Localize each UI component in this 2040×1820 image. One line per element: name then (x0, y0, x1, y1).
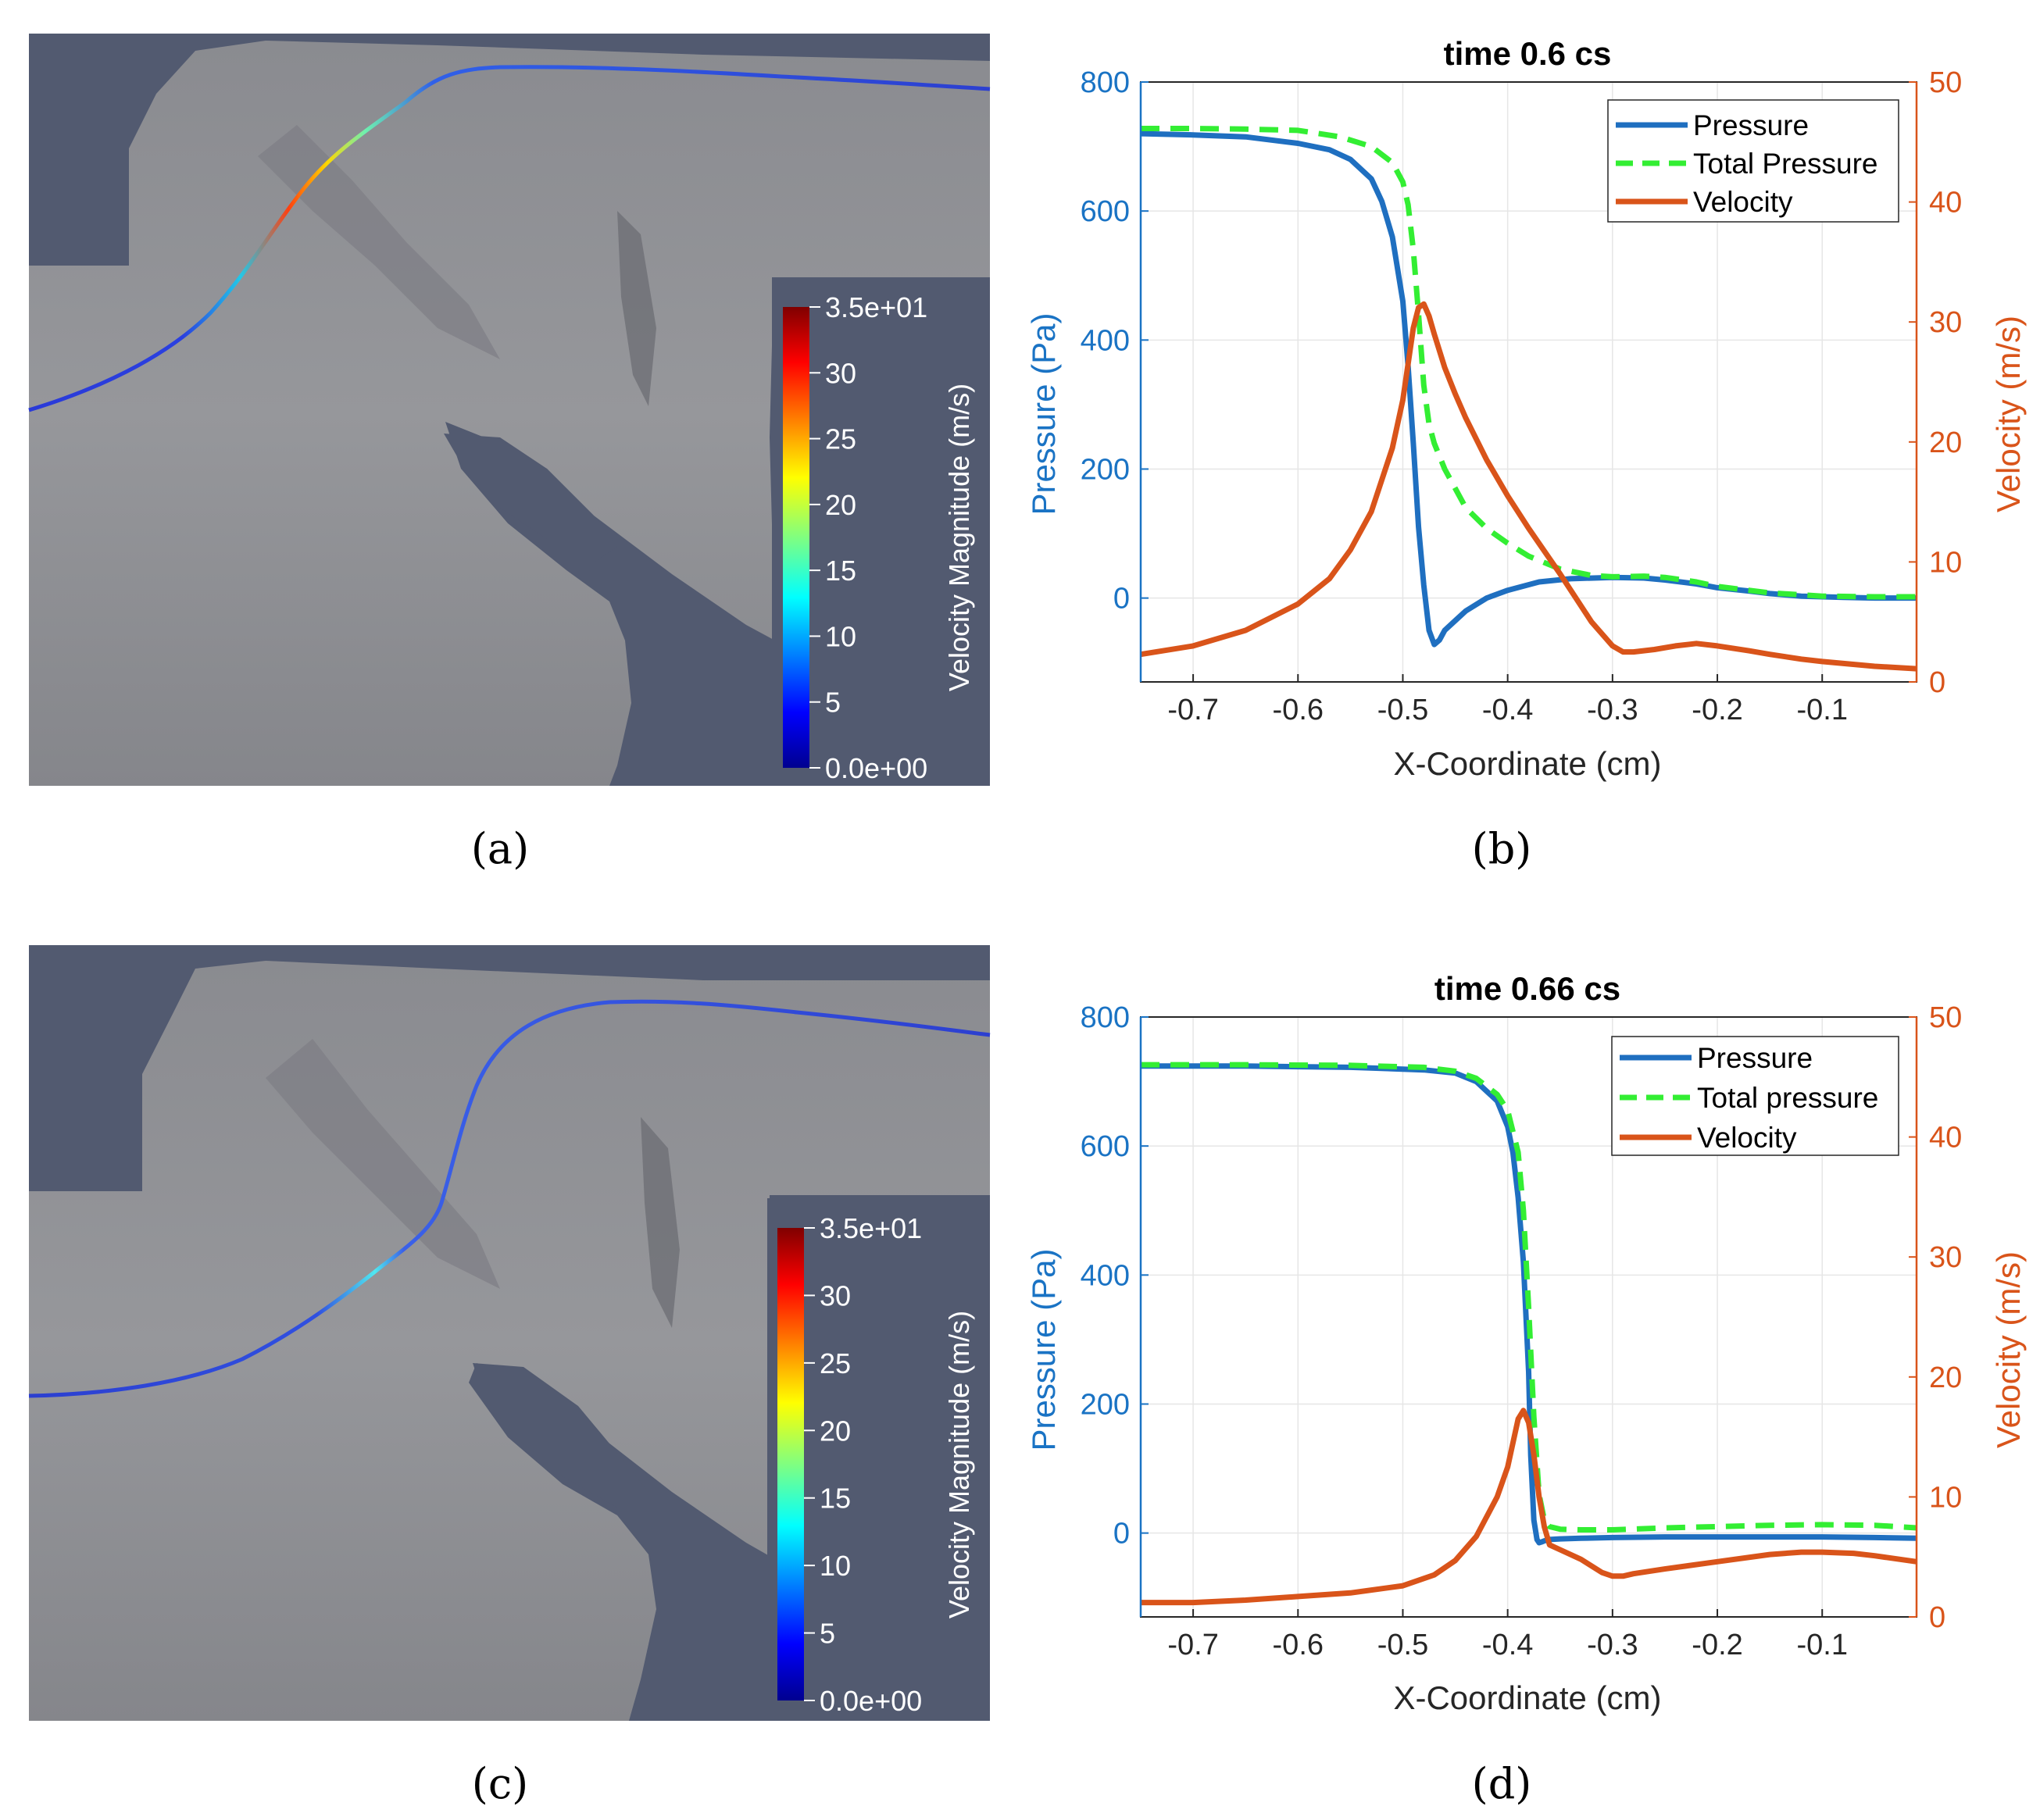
y-tick-label: 600 (1081, 195, 1130, 228)
y-tick-label: 0 (1113, 583, 1130, 616)
chart-ticks: -0.7 -0.6 -0.5 -0.4 -0.3 -0.2 -0.1020040060080… (1081, 1001, 1963, 1661)
chart-title: time 0.66 cs (1434, 970, 1620, 1007)
series-line-velocity (1141, 1408, 1917, 1606)
colorbar-tick-label: 25 (820, 1347, 851, 1379)
series-line-total-pressure (1141, 126, 1917, 600)
chart-plot-area (1141, 1062, 1917, 1606)
x-tick-label: -0.5 (1377, 1629, 1428, 1661)
y2-tick-label: 30 (1929, 306, 1962, 339)
panel-caption-a: (a) (471, 824, 529, 873)
x-tick-label: -0.1 (1796, 694, 1847, 726)
y2-tick-label: 40 (1929, 187, 1962, 219)
y-tick-label: 0 (1113, 1518, 1130, 1551)
legend-label-velocity: Velocity (1693, 186, 1793, 218)
colorbar-tick-label: 3.5e+01 (825, 291, 927, 323)
x-tick-label: -0.2 (1692, 1629, 1742, 1661)
colorbar-tick-label: 0.0e+00 (820, 1685, 922, 1717)
chart-ticks: -0.7 -0.6 -0.5 -0.4 -0.3 -0.2 -0.1020040060080… (1081, 66, 1963, 726)
chart-d: time 0.66 cs -0.7 -0.6 -0.5 -0.4 -0.3 -0.2 -0.… (1025, 970, 2027, 1808)
colorbar-tick-label: 15 (820, 1483, 851, 1515)
colorbar-tick-label: 10 (825, 620, 856, 652)
chart-legend: Pressure Total Pressure Velocity (1607, 99, 1899, 223)
y-tick-label: 400 (1081, 324, 1130, 357)
y-tick-label: 800 (1081, 66, 1130, 99)
y-tick-label: 400 (1081, 1259, 1130, 1292)
colorbar-tick-label: 10 (820, 1550, 851, 1582)
y-axis-label: Pressure (Pa) (1025, 1248, 1062, 1451)
x-tick-label: -0.6 (1273, 694, 1324, 726)
panel-caption-d: (d) (1472, 1759, 1532, 1808)
colorbar-gradient (777, 1228, 804, 1700)
y2-tick-label: 0 (1929, 666, 1945, 699)
chart-b: time 0.6 cs -0.7 -0.6 -0.5 -0.4 -0.3 -0.2 -0.1… (1025, 35, 2027, 873)
colorbar-tick-label: 15 (825, 555, 856, 587)
x-axis-label: X-Coordinate (cm) (1393, 1679, 1661, 1716)
colorbar-title: Velocity Magnitude (m/s) (943, 384, 975, 691)
x-axis-label: X-Coordinate (cm) (1393, 745, 1661, 782)
panel-caption-c: (c) (472, 1759, 528, 1808)
y-axis-label: Pressure (Pa) (1025, 312, 1062, 515)
vessel-mesh (29, 41, 990, 786)
y2-tick-label: 10 (1929, 546, 1962, 579)
mesh-fold (617, 211, 656, 406)
x-tick-label: -0.5 (1377, 694, 1428, 726)
chart-legend: Pressure Total pressure Velocity (1611, 1036, 1899, 1156)
y-tick-label: 200 (1081, 1388, 1130, 1421)
colorbar-tick-label: 20 (820, 1415, 851, 1447)
legend-label-pressure: Pressure (1697, 1042, 1813, 1074)
colorbar-ticks: 3.5e+01 30 25 20 15 10 5 0.0e+00 (809, 291, 927, 784)
y-tick-label: 600 (1081, 1130, 1130, 1163)
y2-tick-label: 50 (1929, 1001, 1962, 1034)
y2-axis-label: Velocity (m/s) (1990, 316, 2027, 512)
colorbar-tick-label: 25 (825, 423, 856, 455)
mesh-fold (258, 125, 500, 359)
streamline (28, 65, 991, 412)
colorbar-tick-label: 30 (825, 357, 856, 389)
y2-tick-label: 40 (1929, 1122, 1962, 1154)
x-tick-label: -0.4 (1482, 1629, 1533, 1661)
legend-label-total-pressure: Total pressure (1697, 1082, 1878, 1114)
chart-title: time 0.6 cs (1444, 35, 1612, 72)
y2-tick-label: 30 (1929, 1241, 1962, 1274)
panel-caption-b: (b) (1472, 824, 1532, 873)
y-tick-label: 200 (1081, 453, 1130, 486)
vessel-gap (444, 434, 617, 562)
y2-axis-label: Velocity (m/s) (1990, 1251, 2027, 1448)
legend-label-total-pressure: Total Pressure (1693, 148, 1878, 180)
colorbar-tick-label: 5 (825, 687, 841, 719)
colorbar-tick-label: 30 (820, 1279, 851, 1311)
x-tick-label: -0.3 (1587, 694, 1638, 726)
y-tick-label: 800 (1081, 1001, 1130, 1034)
vessel-mesh (29, 961, 990, 1721)
colorbar-tick-label: 20 (825, 489, 856, 521)
x-tick-label: -0.4 (1482, 694, 1533, 726)
x-tick-label: -0.7 (1167, 694, 1218, 726)
mesh-fold (266, 1039, 500, 1289)
colorbar-tick-label: 3.5e+01 (820, 1212, 922, 1244)
colorbar-gradient (783, 307, 809, 768)
y2-tick-label: 10 (1929, 1481, 1962, 1514)
mesh-fold (641, 1117, 680, 1328)
vessel-gap (473, 1363, 648, 1508)
series-line-velocity (1140, 301, 1917, 672)
chart-plot-area (1140, 126, 1917, 672)
panel-a-render: 3.5e+01 30 25 20 15 10 5 0.0e+00 Velocity Magni… (28, 34, 991, 873)
colorbar-tick-label: 5 (820, 1618, 835, 1650)
colorbar-tick-label: 0.0e+00 (825, 752, 927, 784)
colorbar-title: Velocity Magnitude (m/s) (943, 1311, 975, 1618)
legend-label-velocity: Velocity (1697, 1122, 1797, 1154)
x-tick-label: -0.3 (1587, 1629, 1638, 1661)
legend-label-pressure: Pressure (1693, 109, 1809, 141)
x-tick-label: -0.6 (1273, 1629, 1324, 1661)
y2-tick-label: 20 (1929, 1361, 1962, 1394)
y2-tick-label: 0 (1929, 1601, 1945, 1634)
x-tick-label: -0.2 (1692, 694, 1742, 726)
streamline (28, 999, 991, 1398)
colorbar-ticks: 3.5e+01 30 25 20 15 10 5 0.0e+00 (804, 1212, 922, 1717)
y2-tick-label: 20 (1929, 426, 1962, 459)
x-tick-label: -0.1 (1796, 1629, 1847, 1661)
x-tick-label: -0.7 (1167, 1629, 1218, 1661)
y2-tick-label: 50 (1929, 66, 1962, 99)
panel-c-render: 3.5e+01 30 25 20 15 10 5 0.0e+00 Velocity Magni… (28, 945, 991, 1808)
